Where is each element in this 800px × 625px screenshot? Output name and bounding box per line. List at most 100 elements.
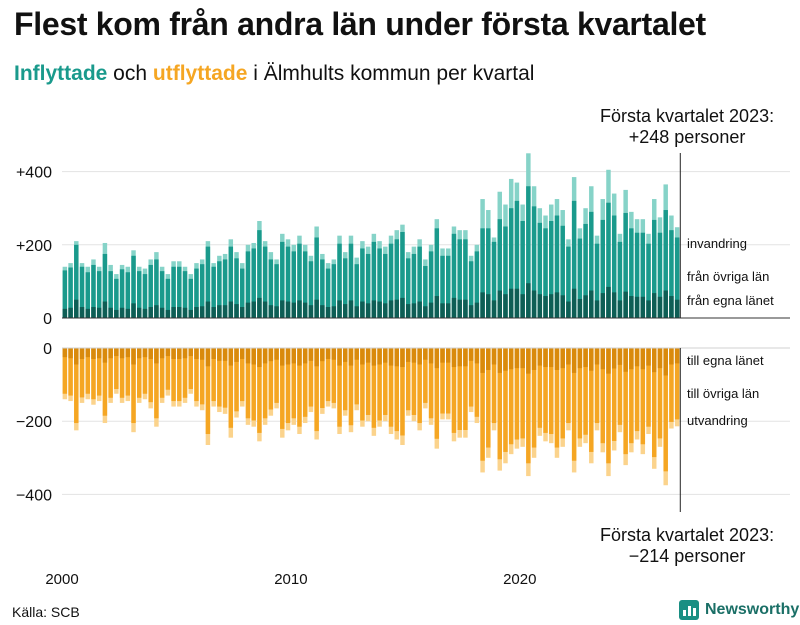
bar-in-ovriga-lan [669,230,674,318]
bar-in-egna-lanet [617,300,623,318]
bar-out-egna-lanet [566,348,571,365]
bar-in-ovriga-lan [182,271,188,318]
bar-out-egna-lanet [508,348,514,370]
bar-in-egna-lanet [508,288,514,318]
bar-in-ovriga-lan [411,253,417,318]
bar-out-ovriga-lan [365,348,371,415]
bar-out-ovriga-lan [508,348,514,445]
bar-in-egna-lanet [177,307,182,318]
bar-in-ovriga-lan [566,246,571,318]
bar-in-ovriga-lan [234,258,239,318]
bar-out-ovriga-lan [165,348,171,390]
bar-out-ovriga-lan [211,348,216,402]
bar-in-egna-lanet [85,308,90,318]
bar-in-ovriga-lan [211,266,216,318]
bar-in-egna-lanet [480,292,485,318]
bar-out-egna-lanet [583,348,588,368]
bar-in-egna-lanet [405,304,411,318]
bar-in-egna-lanet [583,295,588,318]
bar-out-egna-lanet [589,348,594,371]
bar-in-egna-lanet [417,301,422,318]
y-tick-label: −400 [16,487,52,504]
bar-in-egna-lanet [360,301,365,318]
bar-out-egna-lanet [91,348,96,359]
bar-in-egna-lanet [571,288,577,318]
bar-out-ovriga-lan [383,348,388,415]
bar-in-ovriga-lan [674,237,680,318]
bar-out-ovriga-lan [142,348,148,394]
bar-in-egna-lanet [331,306,337,318]
bar-out-egna-lanet [640,348,646,370]
x-tick-label: 2010 [274,571,307,588]
bar-out-egna-lanet [297,348,302,366]
bar-in-ovriga-lan [434,228,440,318]
bar-in-egna-lanet [611,292,617,318]
bar-in-ovriga-lan [274,264,279,318]
bar-in-ovriga-lan [108,271,113,318]
bar-out-ovriga-lan [251,348,256,421]
newsworthy-icon [679,600,699,620]
bar-out-egna-lanet [594,348,600,365]
bar-out-egna-lanet [417,348,422,365]
bar-out-ovriga-lan [549,348,554,435]
bar-out-egna-lanet [154,348,159,364]
bar-in-egna-lanet [297,300,302,318]
bar-in-ovriga-lan [74,244,79,318]
bar-out-ovriga-lan [159,348,165,398]
bar-in-egna-lanet [96,307,102,318]
bar-in-ovriga-lan [199,264,205,318]
bar-in-egna-lanet [205,301,211,318]
bar-in-egna-lanet [199,306,205,318]
annotation-top-line2: +248 personer [628,127,746,147]
bar-in-ovriga-lan [285,246,291,318]
bar-out-egna-lanet [228,348,234,366]
bar-in-egna-lanet [182,307,188,318]
brand-logo[interactable]: Newsworthy [679,600,799,620]
bar-out-egna-lanet [669,348,674,365]
bar-out-egna-lanet [285,348,291,365]
bar-out-ovriga-lan [451,348,457,433]
bar-out-egna-lanet [388,348,394,366]
x-tick-label: 2000 [45,571,78,588]
bar-out-egna-lanet [611,348,617,369]
bar-in-ovriga-lan [114,278,119,318]
bar-out-ovriga-lan [314,348,319,432]
bar-out-ovriga-lan [400,348,405,436]
bar-out-ovriga-lan [125,348,131,396]
bar-in-egna-lanet [543,296,548,318]
bar-in-egna-lanet [222,305,228,318]
bar-in-ovriga-lan [148,264,153,318]
bar-out-ovriga-lan [503,348,508,452]
bar-in-egna-lanet [217,305,222,318]
bar-in-ovriga-lan [348,243,354,318]
bar-in-ovriga-lan [520,221,525,318]
bar-out-egna-lanet [549,348,554,368]
bar-out-egna-lanet [606,348,611,374]
bar-in-egna-lanet [337,300,342,318]
bar-out-egna-lanet [102,348,108,363]
bar-out-ovriga-lan [497,348,502,460]
bar-in-ovriga-lan [623,212,628,318]
bar-in-egna-lanet [669,296,674,318]
bar-in-ovriga-lan [600,219,605,318]
bar-in-ovriga-lan [463,239,468,318]
bar-in-egna-lanet [74,299,79,318]
bar-out-ovriga-lan [652,348,657,458]
bar-in-ovriga-lan [217,261,222,318]
bar-in-ovriga-lan [268,259,274,318]
bar-out-egna-lanet [205,348,211,367]
bar-out-egna-lanet [463,348,468,367]
bar-in-ovriga-lan [405,258,411,318]
bar-in-egna-lanet [657,296,663,318]
bar-out-egna-lanet [343,348,348,362]
bar-out-egna-lanet [377,348,382,365]
bar-out-egna-lanet [108,348,113,359]
bar-out-egna-lanet [280,348,285,366]
bar-out-egna-lanet [652,348,657,373]
bar-in-egna-lanet [383,303,388,318]
bar-in-egna-lanet [491,300,497,318]
bar-in-egna-lanet [343,304,348,318]
bar-out-egna-lanet [314,348,319,367]
annotation-top: Första kvartalet 2023: +248 personer [600,106,774,148]
